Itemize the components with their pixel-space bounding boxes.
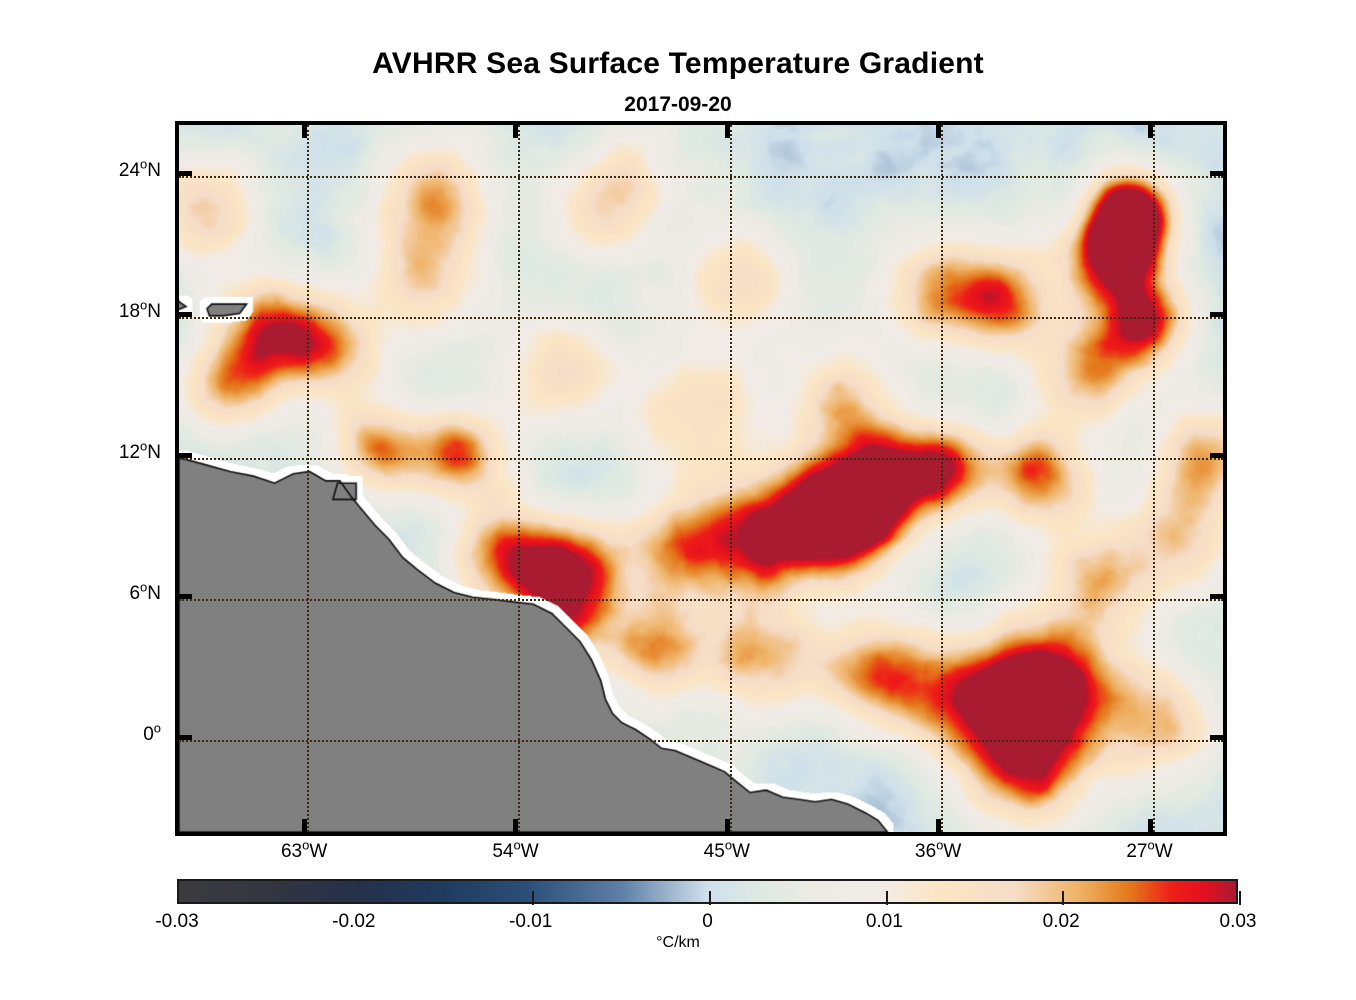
- y-tick-label: 18oN: [118, 297, 161, 322]
- colorbar-tick-mark: [885, 891, 888, 905]
- colorbar-tick-mark: [1239, 891, 1242, 905]
- colorbar-tick-label: 0.02: [1042, 911, 1080, 932]
- colorbar-tick-mark: [708, 891, 711, 905]
- colorbar-tick-label: 0: [702, 911, 713, 932]
- y-tick-mark: [179, 311, 192, 317]
- y-tick-mark: [1210, 735, 1223, 741]
- x-tick-mark: [724, 125, 730, 138]
- x-tick-mark: [936, 819, 942, 832]
- figure-subtitle: 2017-09-20: [624, 93, 732, 116]
- y-tick-mark: [1210, 452, 1223, 458]
- x-tick-label: 54oW: [492, 837, 539, 862]
- y-tick-mark: [1210, 170, 1223, 176]
- x-tick-mark: [302, 125, 308, 138]
- colorbar-tick-label: -0.03: [155, 911, 199, 932]
- x-tick-mark: [513, 125, 519, 138]
- x-tick-label: 45oW: [703, 837, 750, 862]
- colorbar-tick-label: -0.02: [332, 911, 376, 932]
- y-tick-mark: [179, 735, 192, 741]
- x-tick-mark: [1147, 125, 1153, 138]
- colorbar-tick-label: 0.03: [1219, 911, 1257, 932]
- figure-title: AVHRR Sea Surface Temperature Gradient: [372, 47, 984, 80]
- x-tick-mark: [936, 125, 942, 138]
- x-tick-label: 27oW: [1126, 837, 1173, 862]
- colorbar-tick-mark: [1062, 891, 1065, 905]
- colorbar-tick-mark: [531, 891, 534, 905]
- y-tick-label: 24oN: [118, 156, 161, 181]
- map-axes[interactable]: [175, 121, 1227, 836]
- sst-gradient-heatmap: [179, 125, 1223, 832]
- colorbar-tick-label: 0.01: [865, 911, 903, 932]
- colorbar-gradient: [179, 881, 1236, 902]
- x-tick-label: 36oW: [915, 837, 962, 862]
- x-tick-label: 63oW: [280, 837, 328, 862]
- y-tick-mark: [179, 594, 192, 600]
- y-tick-mark: [179, 452, 192, 458]
- y-tick-label: 12oN: [118, 438, 161, 463]
- y-tick-label: 6oN: [129, 579, 161, 605]
- colorbar-unit-label: °C/km: [656, 934, 700, 951]
- y-tick-mark: [179, 170, 192, 176]
- x-tick-mark: [513, 819, 519, 832]
- x-tick-mark: [724, 819, 730, 832]
- x-tick-mark: [302, 819, 308, 832]
- colorbar[interactable]: [177, 879, 1242, 905]
- y-tick-mark: [1210, 594, 1223, 600]
- x-tick-mark: [1147, 819, 1153, 832]
- colorbar-tick-label: -0.01: [509, 911, 553, 932]
- y-tick-mark: [1210, 311, 1223, 317]
- y-tick-label: 0o: [143, 720, 161, 746]
